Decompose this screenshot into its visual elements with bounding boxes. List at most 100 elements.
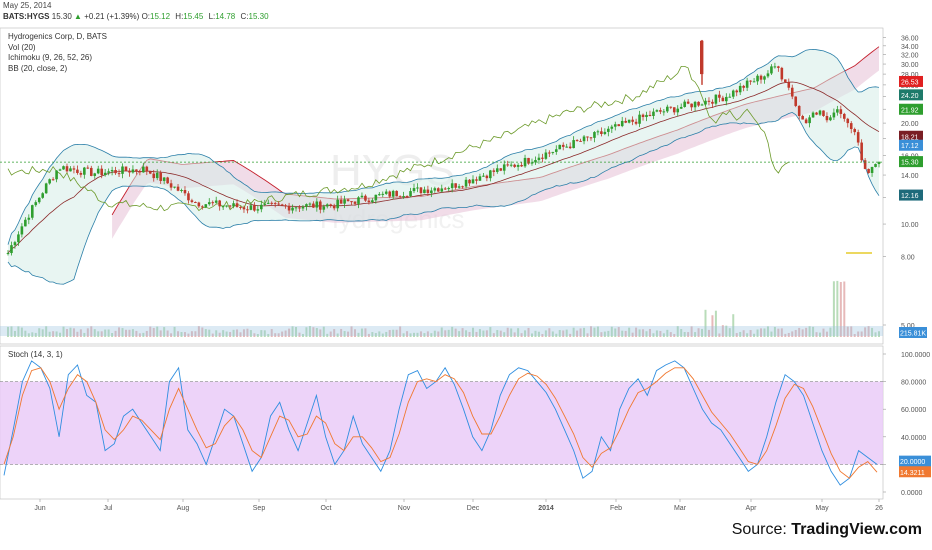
volume-bar (76, 331, 79, 337)
candle-body (461, 186, 464, 188)
volume-bar (850, 326, 853, 337)
candle-body (714, 94, 718, 104)
candle-body (357, 197, 360, 204)
volume-bar (648, 328, 651, 337)
price-tag-label-6: 12.16 (901, 193, 919, 200)
candle-body (863, 160, 867, 169)
candle-body (443, 188, 447, 190)
candle-body (808, 117, 811, 124)
candle-body (516, 165, 520, 167)
candle-body (842, 113, 846, 119)
candle-body (419, 187, 423, 194)
volume-bar (787, 332, 790, 337)
candle-body (773, 66, 777, 68)
volume-bar (766, 326, 769, 337)
volume-bar (624, 330, 627, 337)
stoch-tick-label-2: 60.0000 (901, 407, 926, 414)
volume-bar (295, 327, 298, 337)
volume-bar (510, 328, 513, 337)
candle-body (520, 165, 523, 167)
volume-bar (471, 327, 474, 337)
time-tick-label-1: Jul (104, 505, 113, 512)
candle-body (166, 177, 169, 184)
volume-bar (569, 333, 572, 337)
time-tick-label-2: Aug (177, 505, 190, 512)
volume-bar (20, 327, 23, 337)
volume-bar (90, 326, 93, 337)
stoch-legend[interactable]: Stoch (14, 3, 1) (8, 350, 63, 359)
volume-bar (784, 333, 787, 337)
candle-body (450, 183, 454, 189)
price-change: +0.21 (+1.39%) (84, 12, 140, 21)
volume-bar (416, 332, 419, 337)
candle-body (256, 209, 260, 211)
candle-body (790, 87, 794, 97)
candle-body (530, 162, 534, 164)
candle-body (121, 166, 124, 174)
candle-body (686, 101, 690, 104)
bollinger-fill (8, 49, 879, 285)
volume-bar (298, 332, 301, 337)
candle-body (572, 140, 575, 149)
volume-bar (839, 282, 842, 337)
candle-body (173, 186, 176, 188)
candle-body (416, 187, 419, 189)
candle-body (221, 205, 225, 207)
candle-body (371, 200, 374, 203)
candle-body (152, 173, 156, 179)
candle-body (117, 173, 121, 175)
candle-body (65, 166, 69, 172)
volume-bar (239, 332, 242, 337)
volume-bar (589, 326, 592, 337)
candle-body (176, 186, 180, 191)
volume-bar (503, 332, 506, 337)
legend-bollinger[interactable]: BB (20, close, 2) (8, 63, 68, 73)
volume-bar (215, 330, 218, 337)
price-tag-label-2: 21.92 (901, 107, 919, 114)
volume-bar (357, 332, 360, 337)
candle-body (142, 166, 145, 173)
candle-body (652, 111, 655, 116)
candle-body (499, 168, 503, 171)
candle-body (412, 188, 416, 192)
candle-body (596, 131, 600, 133)
source-credit: Source: TradingView.com (732, 521, 922, 539)
volume-bar (326, 333, 329, 337)
volume-bar (704, 309, 707, 337)
volume-bar (204, 329, 207, 337)
candle-body (103, 172, 107, 176)
candle-body (797, 105, 801, 116)
legend-ichimoku[interactable]: Ichimoku (9, 26, 52, 26) (8, 53, 93, 62)
volume-bar (100, 331, 103, 337)
stoch-tag-label-1: 14.3211 (900, 470, 925, 477)
candle-body (537, 157, 541, 161)
volume-bar (860, 331, 863, 337)
volume-bar (770, 331, 773, 337)
volume-bar (7, 326, 9, 337)
candle-body (579, 140, 582, 142)
candle-body (867, 168, 870, 173)
candle-body (79, 172, 83, 175)
candle-body (291, 207, 294, 211)
candle-body (343, 199, 346, 204)
volume-bar (607, 330, 610, 337)
volume-bar (548, 328, 551, 337)
candle-body (874, 164, 877, 167)
candle-body (669, 106, 673, 108)
candle-body (277, 203, 280, 205)
legend-volume[interactable]: Vol (20) (8, 42, 36, 52)
volume-bar (388, 330, 391, 337)
last-price: 15.30 (51, 12, 72, 21)
candle-body (513, 164, 516, 167)
change-up-icon: ▲ (74, 12, 82, 21)
candle-body (554, 149, 558, 152)
volume-bar (596, 326, 599, 337)
volume-bar (655, 330, 658, 337)
candle-body (676, 108, 680, 113)
volume-bar (246, 328, 249, 337)
candle-body (426, 189, 430, 194)
candle-body (877, 162, 881, 165)
volume-bar (173, 326, 176, 337)
candle-body (502, 164, 506, 171)
